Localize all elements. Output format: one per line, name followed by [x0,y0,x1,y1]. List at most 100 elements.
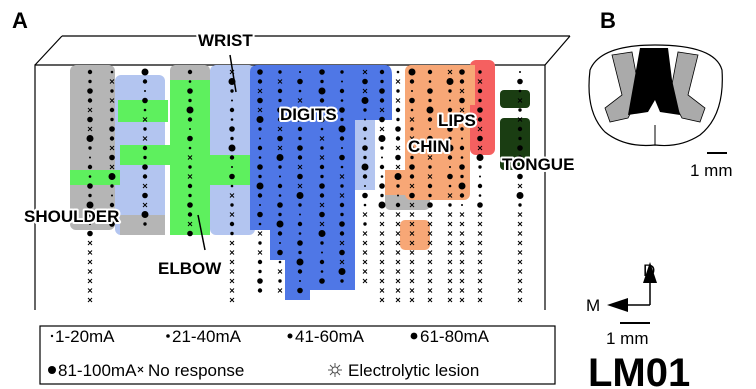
site [379,202,386,209]
site [87,183,93,189]
site [364,204,367,207]
site [461,204,463,206]
site [410,127,413,130]
site [396,279,400,283]
site [259,204,261,206]
site [396,203,400,207]
site [297,259,304,266]
site [110,89,113,92]
site [320,98,324,102]
site [518,137,521,140]
site [396,118,399,121]
site [396,99,400,103]
site [187,88,193,94]
site [258,127,261,130]
site [410,289,414,293]
site [410,298,414,302]
site [449,166,451,168]
site [231,118,234,121]
site [396,184,399,187]
site [258,175,261,178]
site [189,147,192,150]
site [230,89,233,92]
legend-entry: Electrolytic lesion [348,361,479,380]
site [320,165,324,169]
site [142,69,149,76]
site [257,278,263,284]
site [340,203,344,207]
spinal-cord [589,45,722,146]
site [447,78,454,85]
site [428,298,432,302]
site [518,127,522,131]
site [278,270,282,274]
site [478,213,482,217]
site [230,260,234,264]
site [478,298,482,302]
site [88,165,92,169]
site [518,232,522,236]
site [518,222,522,226]
region-label: ELBOW [158,259,222,278]
site [88,194,91,197]
site [362,164,369,171]
site [340,89,344,93]
site [380,241,384,245]
site [518,203,521,206]
site [143,79,147,83]
site [363,156,366,159]
site [478,289,482,293]
site [340,231,344,235]
site [339,268,346,275]
site [277,250,283,256]
site [320,260,324,264]
site [449,185,452,188]
site [188,194,191,197]
site [142,193,148,199]
site [320,80,323,83]
site [459,164,465,170]
site [297,174,303,180]
site [397,71,400,74]
site [279,176,281,178]
site [428,99,431,102]
site [410,174,414,178]
site [87,135,94,142]
site [478,260,482,264]
site [188,165,191,168]
site [396,232,400,236]
site [277,136,283,142]
site [518,241,522,245]
site [478,222,482,226]
region-label: CHIN [408,137,450,156]
site [278,231,282,235]
site [230,108,234,112]
site [379,183,385,189]
site [478,99,481,102]
site [396,89,399,92]
site [380,251,384,255]
site [278,279,281,282]
site [427,202,433,208]
site [517,174,523,180]
site [230,289,234,293]
site [410,260,414,264]
site [257,116,264,123]
site [110,118,113,121]
site [428,279,432,283]
site [447,174,453,180]
site [363,174,367,178]
site [396,146,400,150]
site [88,70,92,74]
site [230,298,234,302]
site [427,88,433,94]
site [478,241,482,245]
site [410,213,414,217]
site [460,79,464,83]
site [229,126,235,132]
site [299,71,301,73]
site [448,251,452,255]
site [364,185,366,187]
site [379,117,385,123]
site [110,136,114,140]
